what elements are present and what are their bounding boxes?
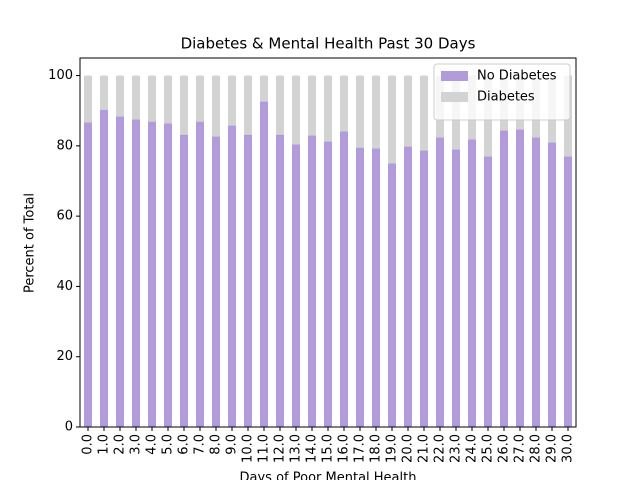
x-tick-label: 8.0 xyxy=(209,434,224,455)
x-tick-label: 7.0 xyxy=(193,434,208,455)
bar-segment xyxy=(212,136,220,427)
bar-segment xyxy=(356,147,364,427)
x-tick-label: 19.0 xyxy=(385,434,400,463)
bar-segment xyxy=(132,75,140,120)
x-tick-label: 11.0 xyxy=(257,434,272,463)
x-tick-label: 6.0 xyxy=(177,434,192,455)
x-tick-label: 4.0 xyxy=(145,434,160,455)
bar-segment xyxy=(132,119,140,427)
x-tick-label: 23.0 xyxy=(449,434,464,463)
x-tick-label: 24.0 xyxy=(465,434,480,463)
bar-segment xyxy=(164,75,172,124)
bar-segment xyxy=(308,75,316,136)
bar-segment xyxy=(276,75,284,135)
bar-segment xyxy=(164,123,172,427)
bar-segment xyxy=(100,75,108,110)
bar-segment xyxy=(292,144,300,428)
legend-label: Diabetes xyxy=(477,90,535,105)
x-tick-label: 12.0 xyxy=(273,434,288,463)
bar-segment xyxy=(228,75,236,126)
bar-segment xyxy=(148,121,156,427)
bar-segment xyxy=(260,101,268,427)
bar-segment xyxy=(196,121,204,427)
bar-segment xyxy=(84,122,92,427)
y-axis-label: Percent of Total xyxy=(23,193,38,293)
legend-swatch xyxy=(441,71,468,81)
x-tick-label: 10.0 xyxy=(241,434,256,463)
x-tick-label: 28.0 xyxy=(529,434,544,463)
y-tick-label: 60 xyxy=(56,209,73,224)
bar-segment xyxy=(404,75,412,147)
bar-segment xyxy=(548,142,556,428)
x-tick-label: 18.0 xyxy=(369,434,384,463)
bar-segment xyxy=(260,75,268,102)
bar-segment xyxy=(340,75,348,132)
x-tick-label: 20.0 xyxy=(401,434,416,463)
bar-segment xyxy=(452,149,460,427)
bar-segment xyxy=(404,146,412,427)
legend-swatch xyxy=(441,92,468,102)
bar-segment xyxy=(564,156,572,427)
x-tick-label: 2.0 xyxy=(113,434,128,455)
bar-segment xyxy=(180,134,188,427)
x-tick-label: 0.0 xyxy=(81,434,96,455)
bar-segment xyxy=(276,134,284,427)
bar-segment xyxy=(420,75,428,151)
y-tick-label: 0 xyxy=(65,420,73,435)
y-tick-label: 80 xyxy=(56,138,73,153)
bar-segment xyxy=(196,75,204,122)
bar-segment xyxy=(116,116,124,427)
legend-label: No Diabetes xyxy=(477,69,557,84)
x-tick-label: 17.0 xyxy=(353,434,368,463)
bar-segment xyxy=(388,75,396,164)
x-tick-label: 26.0 xyxy=(497,434,512,463)
x-tick-label: 25.0 xyxy=(481,434,496,463)
x-tick-label: 5.0 xyxy=(161,434,176,455)
x-tick-label: 27.0 xyxy=(513,434,528,463)
bar-segment xyxy=(180,75,188,135)
x-tick-label: 29.0 xyxy=(545,434,560,463)
bar-segment xyxy=(436,137,444,427)
y-tick-label: 40 xyxy=(56,279,73,294)
x-tick-label: 22.0 xyxy=(433,434,448,463)
bar-segment xyxy=(356,75,364,148)
bar-segment xyxy=(372,148,380,427)
x-tick-label: 15.0 xyxy=(321,434,336,463)
x-tick-label: 30.0 xyxy=(561,434,576,463)
x-axis-label: Days of Poor Mental Health xyxy=(240,471,417,480)
bar-segment xyxy=(116,75,124,117)
chart-title: Diabetes & Mental Health Past 30 Days xyxy=(181,35,476,53)
bar-segment xyxy=(244,75,252,135)
bar-segment xyxy=(484,156,492,427)
bar-segment xyxy=(292,75,300,145)
x-tick-label: 21.0 xyxy=(417,434,432,463)
bar-segment xyxy=(468,139,476,427)
x-tick-label: 9.0 xyxy=(225,434,240,455)
bar-segment xyxy=(500,130,508,427)
bar-segment xyxy=(244,134,252,427)
x-tick-label: 1.0 xyxy=(97,434,112,455)
x-tick-label: 3.0 xyxy=(129,434,144,455)
bar-segment xyxy=(340,131,348,427)
bar-segment xyxy=(388,163,396,427)
bar-segment xyxy=(308,135,316,428)
bar-segment xyxy=(420,150,428,427)
x-tick-label: 13.0 xyxy=(289,434,304,463)
bar-segment xyxy=(372,75,380,149)
x-tick-label: 16.0 xyxy=(337,434,352,463)
bar-segment xyxy=(100,109,108,427)
x-tick-label: 14.0 xyxy=(305,434,320,463)
bar-segment xyxy=(148,75,156,122)
plot-frame xyxy=(79,57,577,428)
y-tick-label: 100 xyxy=(48,68,73,83)
bar-segment xyxy=(324,75,332,142)
bar-segment xyxy=(324,141,332,427)
bar-segment xyxy=(84,75,92,123)
bar-segment xyxy=(228,125,236,427)
bar-segment xyxy=(532,137,540,427)
y-tick-label: 20 xyxy=(56,349,73,364)
bar-segment xyxy=(516,129,524,427)
bar-segment xyxy=(212,75,220,137)
